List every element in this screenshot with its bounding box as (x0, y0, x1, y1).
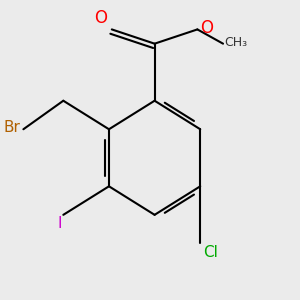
Text: O: O (200, 19, 213, 37)
Text: Br: Br (4, 120, 20, 135)
Text: Cl: Cl (203, 245, 218, 260)
Text: CH₃: CH₃ (224, 36, 248, 49)
Text: O: O (94, 9, 107, 27)
Text: I: I (57, 216, 62, 231)
